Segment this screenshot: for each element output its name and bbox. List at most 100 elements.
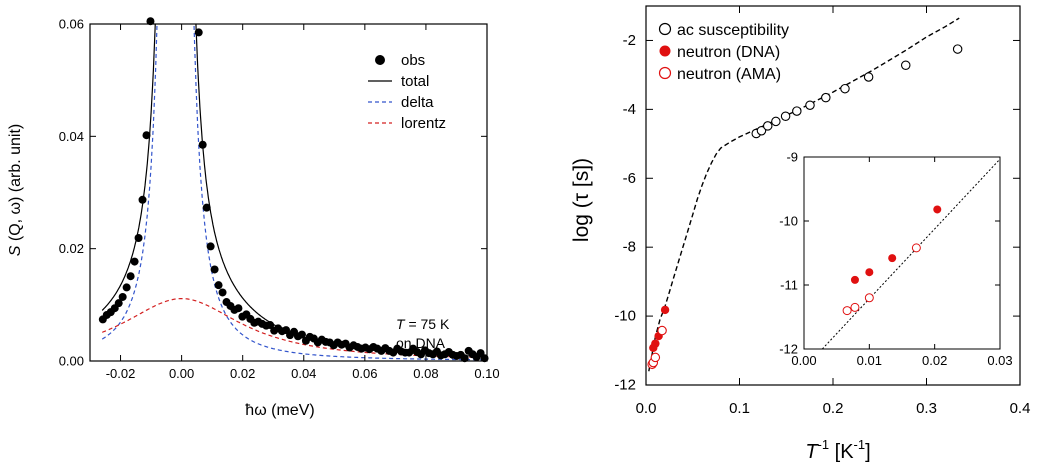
- left-plot-frame: [89, 23, 488, 362]
- x-tick-label: 0.08: [413, 366, 438, 381]
- obs-point: [194, 28, 203, 37]
- right-x-axis-label-unit: [K: [829, 441, 854, 463]
- obs-point: [126, 272, 135, 281]
- obs-point: [214, 281, 223, 290]
- x-tick-label: 0.02: [230, 366, 255, 381]
- x-tick-label: 0.1: [729, 400, 750, 417]
- x-tick-label: 0.01: [857, 353, 882, 368]
- y-tick-label: -8: [623, 239, 636, 256]
- ac-point: [792, 106, 802, 116]
- right-x-axis-label-end: ]: [865, 441, 871, 463]
- right-x-axis-label: T-1 [K-1]: [805, 437, 870, 463]
- dna-point: [651, 339, 660, 348]
- obs-point: [266, 321, 275, 330]
- x-tick-label: 0.00: [169, 366, 194, 381]
- inset-ama-point: [864, 293, 874, 303]
- y-tick-label: 0.06: [59, 17, 84, 32]
- y-tick-label: 0.04: [59, 129, 84, 144]
- ac-point: [780, 111, 791, 122]
- obs-point: [460, 354, 469, 363]
- inset-ama-point: [911, 243, 921, 253]
- right-chart: 0.0 0.1 0.2 0.3 0.4 -12 -10 -8 -6 -4 -2 ac suscept…: [570, 5, 1030, 463]
- right-x-axis-label-sup2: -1: [854, 437, 866, 452]
- ac-point: [805, 100, 815, 110]
- obs-point: [218, 288, 227, 297]
- ac-point: [952, 44, 963, 54]
- right-points: [647, 44, 963, 370]
- left-legend: obs total delta lorentz: [368, 52, 446, 132]
- obs-point: [118, 292, 127, 301]
- y-tick-label: -10: [614, 308, 636, 325]
- left-annotation-t-value: = 75 K: [405, 316, 450, 332]
- y-tick-label: -9: [786, 150, 798, 165]
- dna-point: [660, 305, 670, 315]
- obs-point: [146, 17, 155, 26]
- x-tick-label: -0.02: [106, 366, 136, 381]
- x-tick-label: 0.10: [474, 366, 499, 381]
- inset-plot-frame: [803, 156, 1001, 350]
- legend-label: total: [401, 73, 429, 90]
- ac-point: [821, 92, 831, 103]
- ac-point: [756, 125, 767, 136]
- delta-curve: [101, 24, 487, 361]
- inset-chart: 0.00 0.01 0.02 0.03 -12 -11 -10 -9: [766, 149, 1013, 371]
- inset-background: [766, 149, 1006, 371]
- right-axis-ticks: 0.0 0.1 0.2 0.3 0.4 -12 -10 -8 -6 -4 -2: [614, 6, 1030, 417]
- obs-point: [206, 242, 215, 251]
- obs-point: [114, 299, 123, 308]
- x-tick-label: 0.2: [823, 400, 844, 417]
- left-points: [98, 17, 489, 363]
- legend-obs-marker: [375, 55, 385, 65]
- x-tick-label: 0.02: [922, 353, 947, 368]
- ac-point: [771, 116, 781, 127]
- left-x-axis-label: ħω (meV): [245, 402, 314, 419]
- left-y-axis-label-s: S: [7, 245, 24, 256]
- inset-ama-point: [842, 306, 852, 316]
- left-chart: -0.02 0.00 0.02 0.04 0.06 0.08 0.10 0.00 0.02 0.0…: [7, 17, 500, 420]
- legend-label: delta: [401, 94, 434, 111]
- inset-dna-point: [888, 254, 897, 263]
- ac-point: [762, 121, 773, 131]
- legend-label: ac susceptibility: [677, 22, 789, 39]
- obs-point: [130, 257, 139, 266]
- y-tick-label: -12: [614, 377, 636, 394]
- inset-dna-point: [933, 205, 942, 214]
- inset-points: [842, 205, 942, 316]
- left-annotation-temperature: T = 75 K: [396, 316, 450, 332]
- legend-label: neutron (DNA): [677, 44, 780, 61]
- total-curve: [101, 24, 487, 357]
- legend-dna-marker: [659, 45, 671, 57]
- obs-point: [210, 265, 219, 274]
- ac-point: [900, 60, 911, 71]
- left-axis-ticks: -0.02 0.00 0.02 0.04 0.06 0.08 0.10 0.00 0.02 0.0…: [59, 17, 500, 382]
- obs-point: [134, 233, 143, 242]
- ama-point: [657, 325, 667, 336]
- right-x-axis-label-sup: -1: [818, 437, 830, 452]
- x-tick-label: 0.03: [987, 353, 1012, 368]
- left-curves: [101, 24, 487, 361]
- x-tick-label: 0.06: [352, 366, 377, 381]
- inset-dna-point: [850, 275, 859, 284]
- left-y-axis-label-rest: (Q, ω) (arb. unit): [7, 124, 24, 246]
- y-tick-label: -2: [623, 32, 636, 49]
- legend-label: lorentz: [401, 115, 446, 132]
- legend-ama-marker: [658, 66, 672, 80]
- y-tick-label: -11: [780, 278, 798, 293]
- obs-point: [142, 131, 151, 140]
- left-y-axis-label: S (Q, ω) (arb. unit): [7, 124, 24, 257]
- inset-ama-point: [850, 302, 860, 312]
- obs-point: [234, 304, 243, 313]
- inset-dna-point: [865, 268, 874, 277]
- obs-point: [297, 330, 306, 339]
- legend-ac-marker: [658, 22, 672, 36]
- inset-axis-ticks: 0.00 0.01 0.02 0.03 -12 -11 -10 -9: [779, 150, 1012, 369]
- y-tick-label: -4: [623, 101, 636, 118]
- y-tick-label: -6: [623, 170, 636, 187]
- obs-point: [122, 283, 131, 292]
- x-tick-label: 0.04: [291, 366, 316, 381]
- legend-label: obs: [401, 52, 425, 69]
- x-tick-label: 0.0: [636, 400, 657, 417]
- right-y-axis-label: log (τ [s]): [570, 158, 593, 242]
- ac-point: [840, 83, 850, 94]
